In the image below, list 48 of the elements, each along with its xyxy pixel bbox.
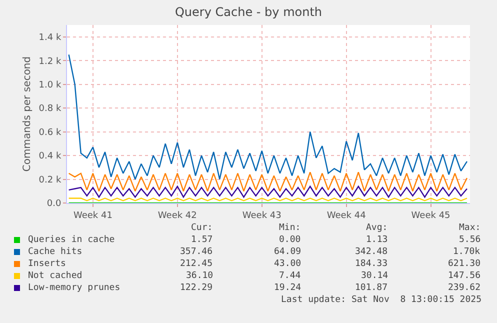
x-tick-label: Week 43 (242, 210, 282, 221)
y-tick-label: 0.6 k (38, 128, 62, 138)
y-tick-label: 0.0 (46, 199, 62, 210)
text: Max: (459, 223, 481, 233)
text: 357.46 (180, 247, 213, 257)
y-tick-label: 0.8 k (38, 104, 62, 114)
x-tick-label: Week 44 (326, 210, 366, 221)
x-tick-label: Week 42 (158, 210, 197, 221)
text: 212.45 (180, 259, 213, 269)
text: 1.70k (453, 247, 481, 257)
line-series (68, 172, 468, 192)
y-tick-label: 1.2 k (38, 56, 62, 67)
text: 147.56 (448, 271, 481, 281)
y-tick-label: 0.2 k (38, 175, 62, 186)
text: 101.87 (355, 283, 388, 293)
legend-label: Cache hits (28, 247, 82, 257)
legend-label: Not cached (28, 271, 82, 281)
text: 7.44 (279, 271, 301, 281)
text: 5.56 (459, 235, 481, 245)
text: 1.57 (191, 235, 213, 245)
chart-title: Query Cache - by month (174, 5, 322, 20)
text: Min: (279, 223, 301, 233)
text: 0.00 (279, 235, 301, 245)
x-tick-label: Week 45 (411, 210, 450, 221)
text: 1.13 (366, 235, 388, 245)
text: 30.14 (361, 271, 388, 281)
legend-label: Low-memory prunes (28, 283, 120, 293)
line-series (68, 186, 468, 198)
text: 43.00 (274, 259, 302, 269)
legend-label: Queries in cache (28, 235, 115, 245)
text: 64.09 (274, 247, 302, 257)
y-axis-title: Commands per second (22, 56, 33, 172)
y-tick-label: 0.4 k (38, 152, 62, 162)
line-series (68, 54, 468, 180)
text: 621.30 (448, 259, 481, 269)
text: 19.24 (274, 283, 302, 293)
text: 239.62 (448, 283, 481, 293)
text: 36.10 (186, 271, 214, 281)
text: 122.29 (180, 283, 213, 293)
text: Last update: Sat Nov 8 13:00:15 2025 (281, 295, 482, 305)
text: 184.33 (355, 259, 388, 269)
text: 342.48 (355, 247, 388, 257)
text: Avg: (366, 223, 388, 233)
y-tick-label: 1.4 k (38, 33, 62, 44)
x-tick-label: Week 41 (73, 210, 112, 221)
text: Cur: (191, 223, 213, 233)
legend-label: Inserts (28, 259, 66, 269)
y-tick-label: 1.0 k (38, 80, 62, 90)
